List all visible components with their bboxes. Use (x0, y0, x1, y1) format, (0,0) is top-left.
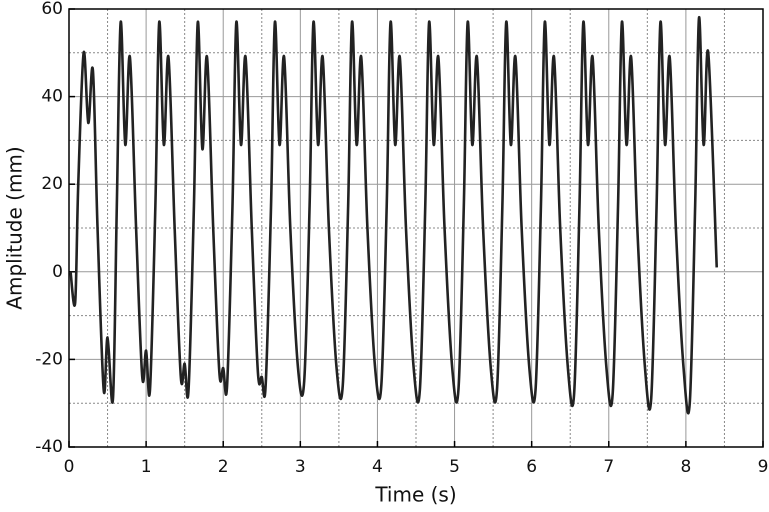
x-tick-label: 7 (603, 457, 614, 477)
x-tick-label: 9 (758, 457, 769, 477)
x-tick-label: 2 (218, 457, 229, 477)
y-tick-label: -40 (35, 437, 63, 457)
x-tick-label: 1 (141, 457, 152, 477)
x-tick-label: 0 (64, 457, 75, 477)
y-tick-label: 60 (41, 0, 63, 19)
x-axis-label: Time (s) (374, 483, 456, 507)
x-tick-label: 3 (295, 457, 306, 477)
y-tick-label: 20 (41, 174, 63, 194)
data-line (69, 16, 719, 415)
y-tick-label: 0 (52, 262, 63, 282)
x-tick-label: 8 (680, 457, 691, 477)
x-tick-label: 5 (449, 457, 460, 477)
y-tick-label: 40 (41, 87, 63, 107)
y-axis-label: Amplitude (mm) (3, 146, 27, 309)
y-tick-label: -20 (35, 349, 63, 369)
x-tick-label: 6 (526, 457, 537, 477)
x-tick-label: 4 (372, 457, 383, 477)
plot-frame (68, 8, 764, 448)
